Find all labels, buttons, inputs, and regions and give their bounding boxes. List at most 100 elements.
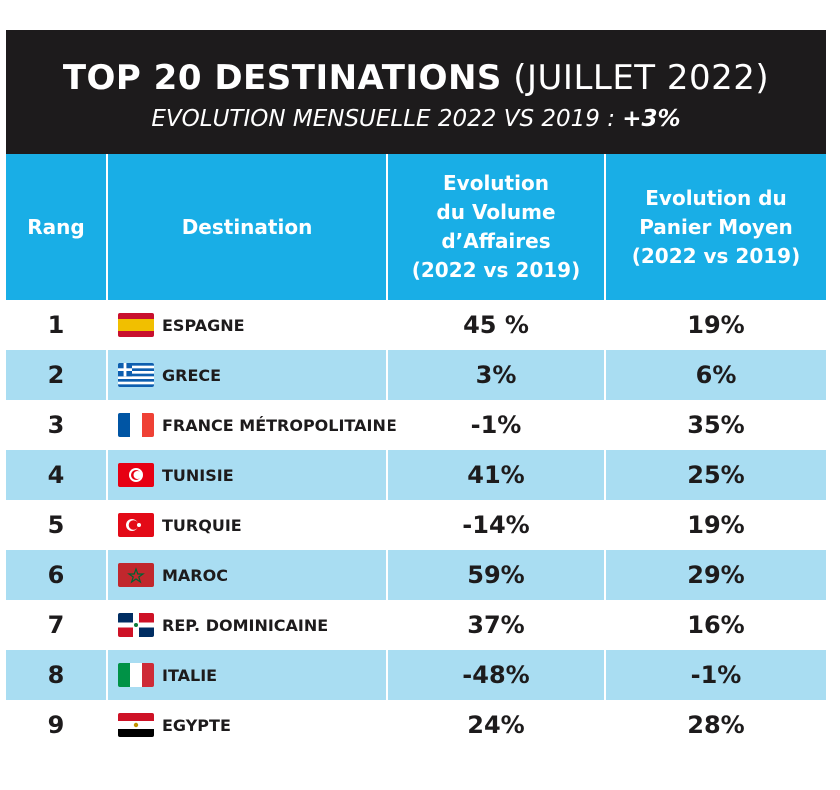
greece-flag-icon (118, 363, 154, 387)
dominican-republic-flag-icon (118, 613, 154, 637)
destination-cell: FRANCE MÉTROPOLITAINE (118, 413, 397, 437)
rank-cell: 7 (47, 611, 65, 639)
destination-cell: GRECE (118, 363, 221, 387)
header-panier: Evolution du Panier Moyen (2022 vs 2019) (631, 185, 801, 268)
france-flag-icon (118, 413, 154, 437)
volume-cell: -48% (462, 661, 530, 689)
destination-name: ESPAGNE (162, 315, 245, 335)
row-divider (386, 400, 388, 450)
header-destination: Destination (181, 214, 313, 239)
destination-cell: REP. DOMINICAINE (118, 613, 328, 637)
row-divider (604, 700, 606, 750)
rank-cell: 6 (47, 561, 65, 589)
row-divider (106, 400, 108, 450)
row-divider (106, 550, 108, 600)
title-bold: TOP 20 DESTINATIONS (62, 58, 502, 98)
row-divider (106, 650, 108, 700)
rank-cell: 5 (47, 511, 65, 539)
table-row: 6 MAROC 59% 29% (6, 550, 826, 600)
rank-cell: 1 (47, 311, 65, 339)
row-divider (604, 300, 606, 350)
panier-cell: -1% (690, 661, 742, 689)
panier-cell: 16% (687, 611, 745, 639)
row-divider (604, 400, 606, 450)
destination-name: EGYPTE (162, 715, 231, 735)
row-divider (106, 500, 108, 550)
row-divider (386, 300, 388, 350)
volume-cell: 24% (467, 711, 525, 739)
panier-cell: 19% (687, 311, 745, 339)
rank-cell: 9 (47, 711, 65, 739)
table-header: Rang Destination Evolution du Volume d’A… (6, 154, 826, 300)
volume-cell: -14% (462, 511, 530, 539)
table-row: 2 GRECE 3% 6% (6, 350, 826, 400)
table-title: TOP 20 DESTINATIONS (JUILLET 2022) (6, 58, 826, 98)
row-divider (604, 450, 606, 500)
panier-cell: 28% (687, 711, 745, 739)
row-divider (604, 350, 606, 400)
panier-cell: 29% (687, 561, 745, 589)
row-divider (386, 700, 388, 750)
destination-name: FRANCE MÉTROPOLITAINE (162, 415, 397, 435)
panier-cell: 6% (695, 361, 737, 389)
volume-cell: -1% (470, 411, 522, 439)
destination-name: TURQUIE (162, 515, 242, 535)
table-row: 3 FRANCE MÉTROPOLITAINE -1% 35% (6, 400, 826, 450)
row-divider (106, 600, 108, 650)
subtitle-text: EVOLUTION MENSUELLE 2022 VS 2019 : (151, 106, 615, 132)
destinations-table: TOP 20 DESTINATIONS (JUILLET 2022) EVOLU… (6, 30, 826, 790)
row-divider (106, 350, 108, 400)
header-divider (386, 154, 388, 300)
title-period: (JUILLET 2022) (513, 58, 770, 98)
destination-cell: TUNISIE (118, 463, 234, 487)
destination-name: GRECE (162, 365, 222, 385)
header-rank: Rang (27, 214, 85, 239)
panier-cell: 35% (687, 411, 745, 439)
table-subtitle: EVOLUTION MENSUELLE 2022 VS 2019 : +3% (6, 106, 826, 132)
row-divider (386, 450, 388, 500)
row-divider (106, 450, 108, 500)
destination-name: ITALIE (162, 665, 218, 685)
table-row: 8 ITALIE -48% -1% (6, 650, 826, 700)
destination-cell: TURQUIE (118, 513, 242, 537)
header-divider (604, 154, 606, 300)
egypt-flag-icon (118, 713, 154, 737)
header-divider (106, 154, 108, 300)
italy-flag-icon (118, 663, 154, 687)
row-divider (386, 350, 388, 400)
volume-cell: 41% (467, 461, 525, 489)
row-divider (386, 550, 388, 600)
volume-cell: 59% (467, 561, 525, 589)
row-divider (604, 500, 606, 550)
tunisia-flag-icon (118, 463, 154, 487)
row-divider (604, 550, 606, 600)
table-row: 9 EGYPTE 24% 28% (6, 700, 826, 750)
row-divider (106, 700, 108, 750)
rank-cell: 3 (47, 411, 65, 439)
morocco-flag-icon (118, 563, 154, 587)
spain-flag-icon (118, 313, 154, 337)
volume-cell: 45 % (463, 311, 529, 339)
volume-cell: 37% (467, 611, 525, 639)
subtitle-value: +3% (622, 106, 681, 132)
table-row: 4 TUNISIE 41% 25% (6, 450, 826, 500)
row-divider (386, 600, 388, 650)
destination-name: REP. DOMINICAINE (162, 615, 329, 635)
turkey-flag-icon (118, 513, 154, 537)
destination-cell: ITALIE (118, 663, 217, 687)
volume-cell: 3% (475, 361, 517, 389)
destination-name: MAROC (162, 565, 228, 585)
header-volume: Evolution du Volume d’Affaires (2022 vs … (411, 171, 581, 282)
row-divider (604, 650, 606, 700)
destination-cell: ESPAGNE (118, 313, 245, 337)
rank-cell: 8 (47, 661, 65, 689)
table-row: 1 ESPAGNE 45 % 19% (6, 300, 826, 350)
rank-cell: 4 (47, 461, 65, 489)
rank-cell: 2 (47, 361, 65, 389)
row-divider (604, 600, 606, 650)
destination-cell: MAROC (118, 563, 228, 587)
title-bar: TOP 20 DESTINATIONS (JUILLET 2022) EVOLU… (6, 30, 826, 154)
row-divider (386, 650, 388, 700)
panier-cell: 19% (687, 511, 745, 539)
table-row: 7 REP. DOMINICAINE 37% 16% (6, 600, 826, 650)
